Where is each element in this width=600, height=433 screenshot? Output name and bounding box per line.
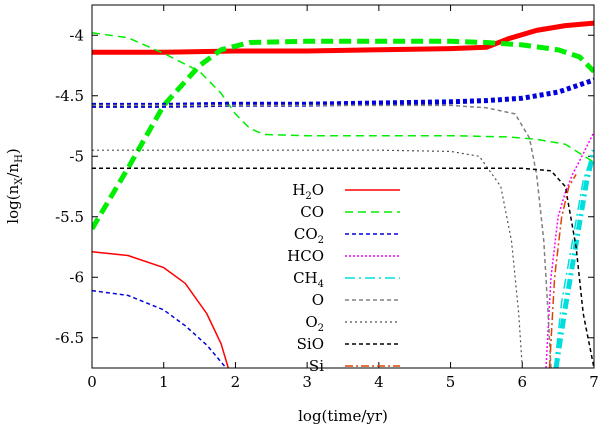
- svg-text:log(nX/nH): log(nX/nH): [4, 148, 25, 223]
- series-line-ch4: [553, 149, 594, 368]
- legend-label: HCO: [287, 247, 324, 265]
- axis-ticks: [91, 5, 595, 368]
- legend-item-hco: HCO: [287, 247, 400, 265]
- legend-label: SiO: [297, 335, 324, 353]
- legend-item-sio: SiO: [297, 335, 400, 353]
- legend-label: CH4: [293, 269, 324, 290]
- x-tick-label: 5: [446, 373, 456, 391]
- x-axis-title: log(time/yr): [298, 407, 388, 425]
- series-line-co2: [92, 289, 227, 368]
- x-tick-label: 4: [374, 373, 384, 391]
- legend-label: O: [312, 291, 324, 309]
- legend-label: O2: [305, 313, 324, 334]
- y-tick-label: -4.5: [55, 87, 84, 105]
- legend-label: H2O: [292, 181, 324, 202]
- series-line-si: [548, 174, 577, 368]
- legend-label: CO2: [294, 225, 324, 246]
- legend-item-si: Si: [309, 357, 400, 375]
- x-tick-label: 0: [87, 373, 97, 391]
- series-line-sio: [92, 167, 594, 368]
- series-line-o2: [92, 149, 523, 368]
- series-line-co-ice: [92, 38, 594, 231]
- plot-frame: [91, 4, 595, 369]
- legend-item-co: CO: [300, 203, 400, 221]
- x-tick-label: 7: [589, 373, 599, 391]
- y-tick-label: -5.5: [55, 208, 84, 226]
- series-line-ch4-ice: [553, 149, 594, 368]
- y-tick-label: -6: [69, 268, 84, 286]
- series-line-hco: [545, 131, 594, 368]
- x-tick-label: 6: [518, 373, 528, 391]
- tick-labels: 0 1 2 3 4 5 6 7 -6.5 -6 -5.5 -5 -4.5 -4: [55, 26, 599, 391]
- legend-item-o: O: [312, 291, 400, 309]
- y-tick-label: -6.5: [55, 329, 84, 347]
- legend-label: CO: [300, 203, 324, 221]
- series-line-h2o-ice: [92, 20, 594, 55]
- series-line-o: [92, 104, 552, 368]
- legend-label: Si: [309, 357, 324, 375]
- series-layer: [92, 20, 594, 368]
- x-tick-label: 1: [159, 373, 169, 391]
- y-tick-label: -5: [69, 147, 84, 165]
- legend-item-h2o: H2O: [292, 181, 400, 202]
- x-tick-label: 2: [231, 373, 241, 391]
- legend-item-ch4: CH4: [293, 269, 400, 290]
- y-axis-title: log(nX/nH): [4, 148, 25, 223]
- y-tick-label: -4: [69, 26, 84, 44]
- series-line-co: [92, 32, 594, 163]
- legend-item-o2: O2: [305, 313, 400, 334]
- legend-item-co2: CO2: [294, 225, 400, 246]
- series-line-h2o: [92, 251, 230, 368]
- x-tick-label: 3: [302, 373, 312, 391]
